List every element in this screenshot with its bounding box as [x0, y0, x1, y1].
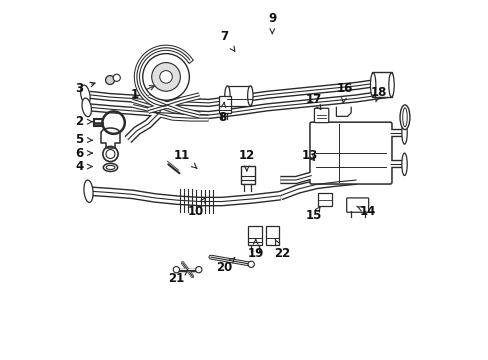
- Ellipse shape: [401, 122, 407, 144]
- Bar: [247, 226, 262, 245]
- Circle shape: [160, 71, 172, 83]
- Ellipse shape: [247, 86, 252, 105]
- Ellipse shape: [82, 98, 91, 117]
- Text: 11: 11: [173, 149, 197, 168]
- Circle shape: [142, 54, 189, 100]
- Ellipse shape: [388, 73, 393, 97]
- Ellipse shape: [399, 105, 409, 130]
- Text: 19: 19: [247, 239, 264, 261]
- Text: 8: 8: [218, 102, 226, 124]
- Text: 15: 15: [305, 207, 322, 222]
- Bar: [318, 193, 331, 206]
- Text: 18: 18: [370, 86, 386, 102]
- Text: 20: 20: [216, 258, 234, 274]
- FancyBboxPatch shape: [309, 122, 391, 184]
- Bar: [371, 72, 392, 97]
- Circle shape: [247, 261, 254, 267]
- Text: 22: 22: [274, 240, 290, 261]
- Circle shape: [173, 266, 179, 273]
- Circle shape: [113, 74, 120, 81]
- Text: 17: 17: [305, 93, 322, 109]
- Text: 14: 14: [356, 205, 375, 218]
- Circle shape: [105, 76, 114, 85]
- Text: 6: 6: [75, 147, 92, 159]
- Ellipse shape: [370, 73, 375, 97]
- Ellipse shape: [224, 86, 230, 105]
- Circle shape: [195, 266, 202, 273]
- Bar: [265, 226, 278, 245]
- Bar: [241, 166, 254, 184]
- Text: 5: 5: [75, 133, 92, 146]
- Text: 1: 1: [130, 86, 154, 101]
- Bar: [218, 96, 230, 113]
- Ellipse shape: [401, 153, 407, 176]
- Polygon shape: [336, 107, 350, 116]
- FancyBboxPatch shape: [314, 108, 328, 123]
- Bar: [226, 86, 251, 106]
- Text: 13: 13: [301, 149, 317, 162]
- Circle shape: [151, 63, 180, 91]
- Text: 9: 9: [267, 12, 276, 34]
- Text: 16: 16: [337, 82, 353, 103]
- Text: 7: 7: [220, 30, 234, 51]
- Ellipse shape: [84, 180, 93, 202]
- Text: 12: 12: [238, 149, 254, 171]
- Text: 3: 3: [75, 82, 95, 95]
- FancyBboxPatch shape: [346, 198, 368, 212]
- Ellipse shape: [81, 85, 90, 104]
- Text: 21: 21: [168, 270, 187, 285]
- Text: 2: 2: [75, 115, 92, 128]
- Text: 10: 10: [187, 197, 205, 218]
- Text: 4: 4: [75, 160, 92, 173]
